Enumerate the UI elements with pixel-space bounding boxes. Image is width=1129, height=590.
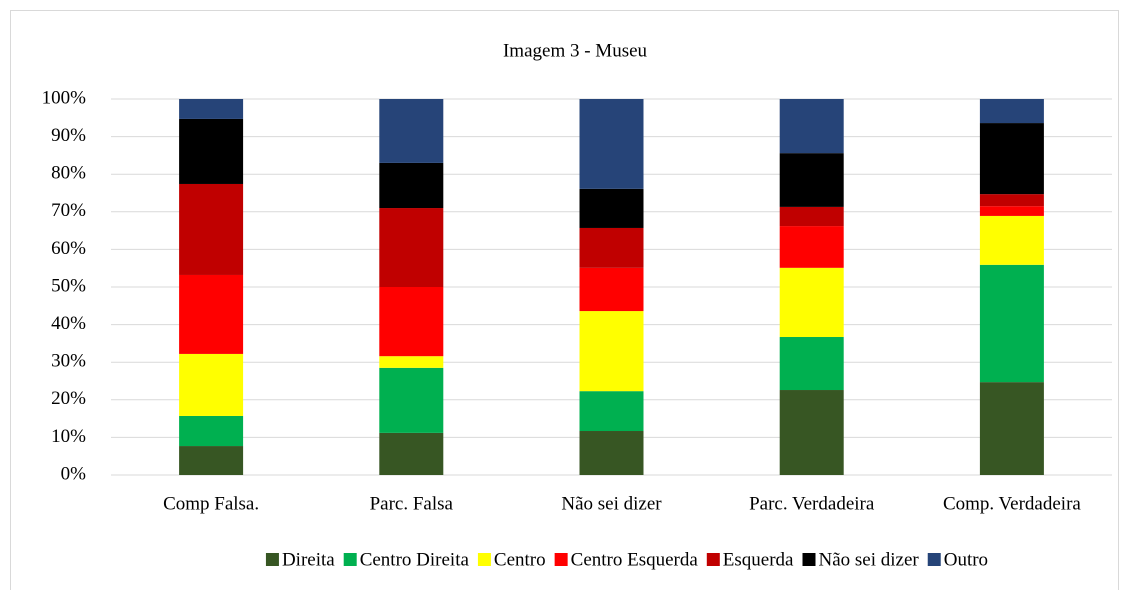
x-tick-label: Não sei dizer bbox=[561, 493, 662, 514]
bar-segment bbox=[179, 415, 244, 447]
legend-label: Centro bbox=[494, 549, 546, 570]
y-tick-label: 0% bbox=[61, 463, 87, 484]
legend-swatch bbox=[927, 553, 941, 566]
bar-segment bbox=[779, 153, 844, 207]
bar-segment bbox=[579, 227, 644, 268]
legend-label: Centro Esquerda bbox=[571, 549, 699, 570]
bar-segment bbox=[979, 123, 1044, 195]
x-tick-label: Comp. Verdadeira bbox=[943, 493, 1081, 514]
legend-label: Centro Direita bbox=[360, 549, 470, 570]
legend-swatch bbox=[554, 553, 568, 566]
bar-segment bbox=[779, 99, 844, 154]
legend-swatch bbox=[343, 553, 357, 566]
bar-segment bbox=[979, 264, 1044, 383]
legend-swatch bbox=[265, 553, 279, 566]
y-tick-label: 50% bbox=[51, 275, 86, 296]
bar-segment bbox=[179, 183, 244, 275]
bar-segment bbox=[179, 274, 244, 354]
bar-segment bbox=[379, 432, 444, 475]
bar-segment bbox=[379, 99, 444, 163]
bar-segment bbox=[579, 391, 644, 432]
x-tick-label: Comp Falsa. bbox=[163, 493, 259, 514]
bar-segment bbox=[579, 188, 644, 228]
legend-label: Não sei dizer bbox=[819, 549, 920, 570]
y-tick-label: 100% bbox=[42, 87, 87, 108]
bar-segment bbox=[779, 390, 844, 475]
legend-label: Outro bbox=[944, 549, 988, 570]
bar-segment bbox=[579, 431, 644, 475]
legend-label: Direita bbox=[282, 549, 335, 570]
bar-segment bbox=[379, 287, 444, 357]
bar-segment bbox=[579, 267, 644, 312]
bar-segment bbox=[179, 118, 244, 184]
bar-segment bbox=[979, 215, 1044, 265]
bar-segment bbox=[779, 267, 844, 338]
bar-segment bbox=[979, 99, 1044, 124]
bar-segment bbox=[379, 367, 444, 433]
bar-segment bbox=[379, 162, 444, 209]
chart-title: Imagem 3 - Museu bbox=[503, 40, 648, 61]
bar-segment bbox=[779, 337, 844, 391]
bar-segment bbox=[379, 208, 444, 287]
legend-swatch bbox=[477, 553, 491, 566]
y-tick-label: 70% bbox=[51, 200, 86, 221]
y-tick-label: 20% bbox=[51, 388, 86, 409]
y-tick-label: 40% bbox=[51, 313, 86, 334]
y-tick-label: 60% bbox=[51, 238, 86, 259]
bar-segment bbox=[179, 99, 244, 119]
bar-segment bbox=[179, 353, 244, 416]
bar-segment bbox=[779, 226, 844, 268]
y-tick-label: 30% bbox=[51, 351, 86, 372]
bar-segment bbox=[979, 194, 1044, 207]
bar-segment bbox=[379, 356, 444, 368]
y-tick-label: 90% bbox=[51, 125, 86, 146]
legend-swatch bbox=[706, 553, 720, 566]
bar-segment bbox=[779, 206, 844, 227]
x-tick-label: Parc. Verdadeira bbox=[749, 493, 875, 514]
bar-segment bbox=[179, 446, 244, 475]
chart-frame bbox=[10, 10, 1119, 590]
legend-swatch bbox=[802, 553, 816, 566]
y-tick-label: 10% bbox=[51, 426, 86, 447]
y-tick-label: 80% bbox=[51, 163, 86, 184]
bar-segment bbox=[979, 206, 1044, 216]
bar-segment bbox=[979, 382, 1044, 475]
bar-segment bbox=[579, 99, 644, 189]
x-tick-label: Parc. Falsa bbox=[370, 493, 454, 514]
bar-segment bbox=[579, 311, 644, 392]
legend-label: Esquerda bbox=[723, 549, 794, 570]
